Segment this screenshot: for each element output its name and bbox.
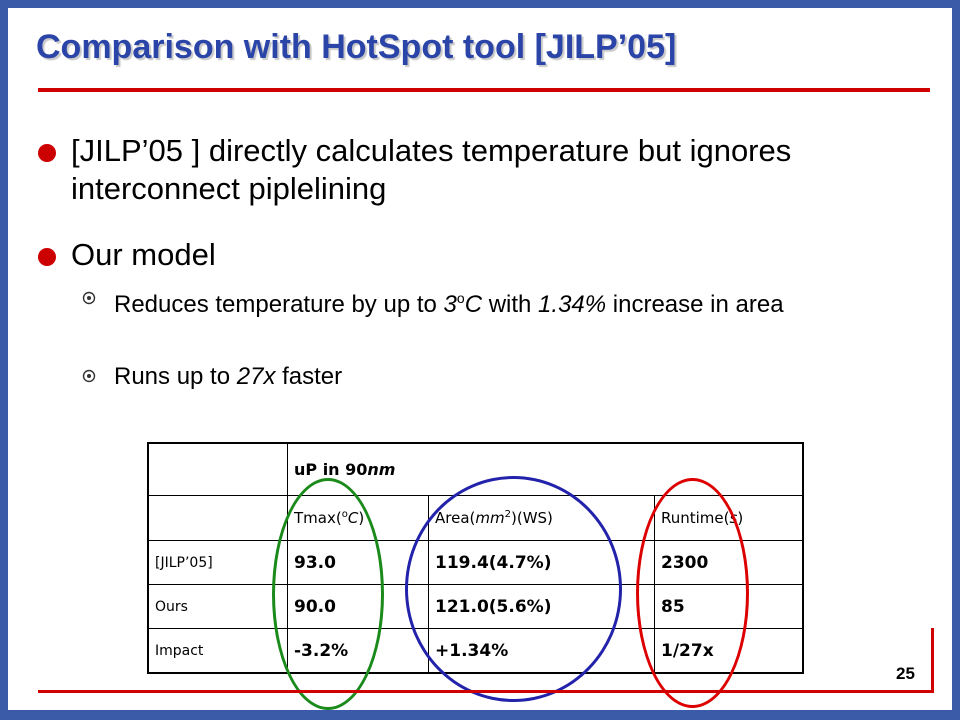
- page-number: 25: [896, 664, 915, 683]
- slide-title: Comparison with HotSpot tool [JILP’05]: [36, 28, 677, 66]
- bullet-our-model: Our model: [38, 236, 888, 274]
- blue-highlight-ellipse: [405, 476, 622, 702]
- sub-bullet-temperature: Reduces temperature by up to 3oC with 1.…: [82, 285, 872, 318]
- text-run: 27x: [236, 363, 276, 390]
- footer-horizontal-rule: [38, 690, 934, 693]
- slide-frame-bottom: [0, 710, 960, 720]
- text-run: uP in 90: [294, 460, 368, 479]
- slide-frame-left: [0, 0, 8, 720]
- target-bullet-icon: [82, 291, 96, 305]
- text-run: with: [482, 291, 539, 318]
- text-run: Reduces temperature by up to: [114, 291, 444, 318]
- row-label: Ours: [147, 584, 288, 629]
- bullet-jilp: [JILP’05 ] directly calculates temperatu…: [38, 132, 888, 208]
- row-label: Impact: [147, 628, 288, 674]
- bullet-text: [JILP’05 ] directly calculates temperatu…: [71, 133, 792, 206]
- sub-bullet-text: Runs up to 27x faster: [114, 363, 872, 390]
- red-highlight-ellipse: [636, 478, 749, 708]
- sub-bullet-runtime: Runs up to 27x faster: [82, 363, 872, 390]
- red-dot-bullet-icon: [38, 248, 56, 266]
- text-run: 3: [443, 291, 457, 318]
- target-bullet-icon: [82, 369, 96, 383]
- green-highlight-ellipse: [272, 478, 384, 710]
- text-run: C: [464, 291, 483, 318]
- table-corner-cell: [147, 442, 288, 496]
- bullet-text: Our model: [71, 237, 216, 272]
- text-run: increase in area: [606, 291, 784, 318]
- table-empty-cell: [147, 495, 288, 541]
- text-run: o: [456, 290, 465, 306]
- title-divider: [38, 88, 930, 92]
- red-dot-bullet-icon: [38, 144, 56, 162]
- slide-frame-top: [0, 0, 960, 8]
- row-label: [JILP’05]: [147, 540, 288, 585]
- slide-frame-right: [952, 0, 960, 720]
- text-run: 1.34%: [538, 291, 607, 318]
- text-run: faster: [275, 363, 343, 390]
- footer-vertical-rule: [931, 628, 934, 693]
- sub-bullet-text: Reduces temperature by up to 3oC with 1.…: [114, 285, 872, 318]
- text-run: Runs up to: [114, 363, 237, 390]
- table-header-row: uP in 90nm: [147, 442, 804, 496]
- text-run: ): [737, 509, 744, 527]
- text-run: nm: [367, 460, 396, 479]
